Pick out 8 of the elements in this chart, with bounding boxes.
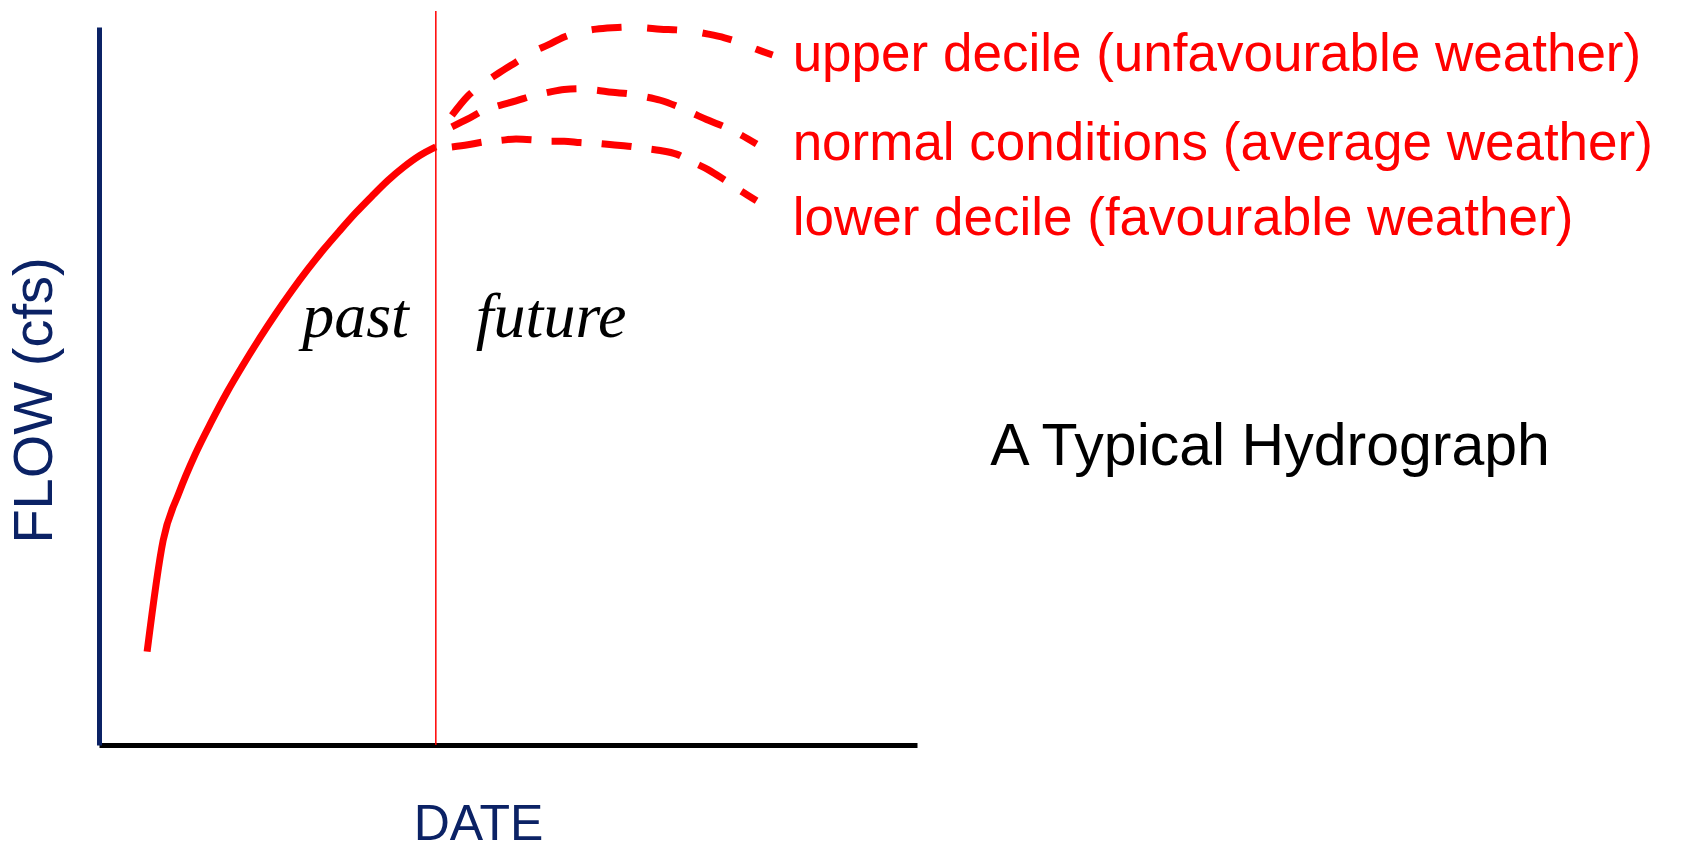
- series-label: upper decile (unfavourable weather): [792, 23, 1642, 82]
- series-label: lower decile (favourable weather): [792, 187, 1574, 247]
- series-label: normal conditions (average weather): [792, 112, 1653, 172]
- annotation: future: [475, 280, 627, 351]
- x-axis-title: DATE: [413, 794, 544, 850]
- annotation: past: [298, 280, 412, 351]
- text: A Typical Hydrograph: [990, 412, 1550, 478]
- y-axis-title: FLOW (cfs): [0, 257, 64, 544]
